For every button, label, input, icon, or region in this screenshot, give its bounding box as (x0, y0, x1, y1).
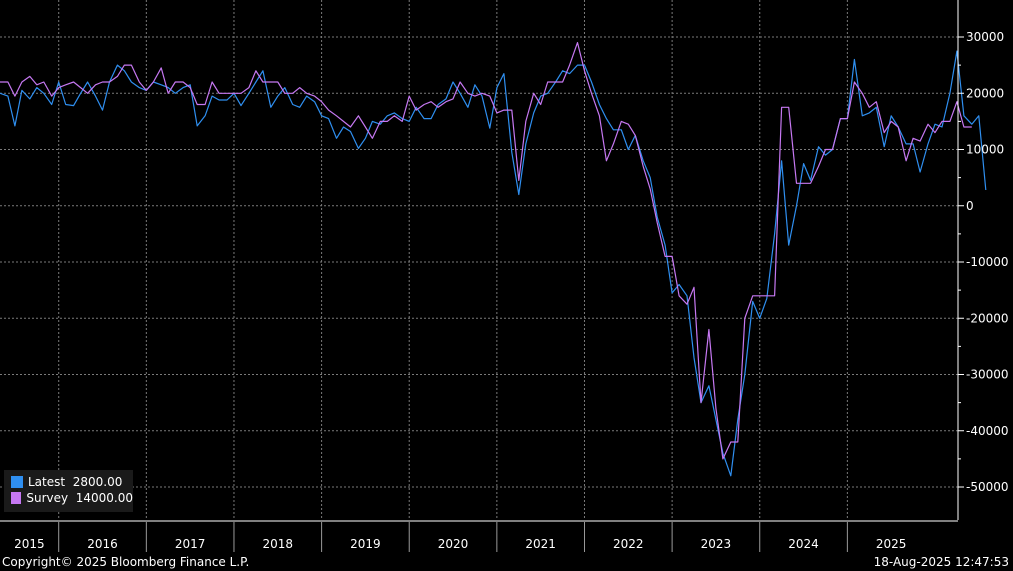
timestamp-text: 18-Aug-2025 12:47:53 (873, 555, 1009, 569)
x-tick-label: 2018 (263, 537, 294, 551)
x-tick-label: 2023 (701, 537, 732, 551)
y-tick-label: -10000 (966, 255, 1009, 269)
x-tick-label: 2017 (175, 537, 206, 551)
grid-lines (0, 0, 958, 520)
legend: Latest 2800.00 Survey 14000.00 (4, 470, 133, 512)
legend-item-latest: Latest 2800.00 (4, 474, 133, 490)
x-axis-bar (0, 522, 958, 552)
y-tick-label: 30000 (966, 30, 1004, 44)
legend-value-survey: 14000.00 (75, 491, 133, 505)
x-tick-label: 2019 (350, 537, 381, 551)
legend-item-survey: Survey 14000.00 (4, 490, 133, 506)
legend-swatch-survey (11, 492, 22, 504)
legend-value-latest: 2800.00 (72, 475, 123, 489)
y-tick-label: 0 (966, 199, 974, 213)
y-tick-label: 10000 (966, 143, 1004, 157)
x-tick-label: 2021 (525, 537, 556, 551)
x-axis: 2015 2016 2017 2018 2019 2020 2021 2022 2023 2024… (0, 520, 958, 552)
y-tick-label: -50000 (966, 480, 1009, 494)
plot-lines (0, 42, 987, 477)
y-tick-label: -20000 (966, 311, 1009, 325)
copyright-text: Copyright© 2025 Bloomberg Finance L.P. (2, 555, 250, 569)
legend-label-survey: Survey (26, 491, 69, 505)
y-axis: 30000 20000 10000 0 -10000 -20000 -30000 -40000… (957, 0, 1009, 520)
x-tick-label: 2016 (87, 537, 118, 551)
series-line-latest (0, 50, 987, 477)
series-line-survey (0, 42, 972, 460)
x-tick-label: 2025 (876, 537, 907, 551)
x-tick-label: 2020 (438, 537, 469, 551)
y-tick-label: -40000 (966, 424, 1009, 438)
y-tick-label: -30000 (966, 368, 1009, 382)
x-tick-label: 2024 (788, 537, 819, 551)
y-tick-label: 20000 (966, 86, 1004, 100)
x-tick-label: 2015 (14, 537, 45, 551)
legend-swatch-latest (11, 476, 23, 488)
x-tick-label: 2022 (613, 537, 644, 551)
legend-label-latest: Latest (28, 475, 66, 489)
